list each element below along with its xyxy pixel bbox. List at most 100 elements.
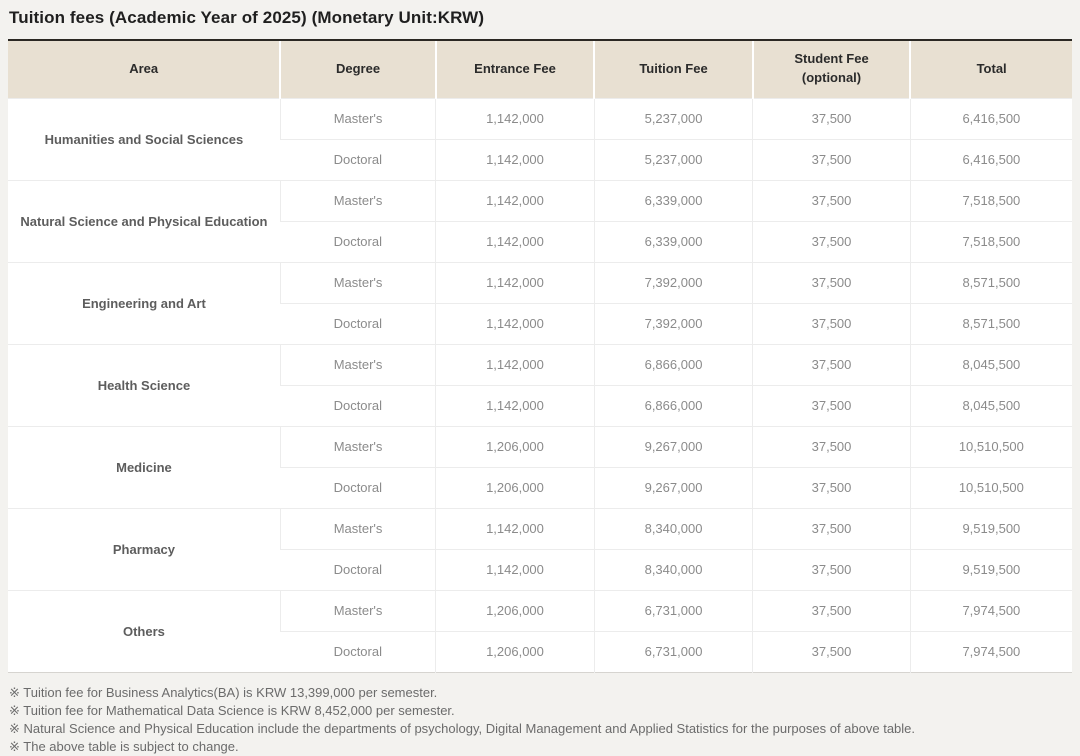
table-row: Doctoral 1,142,000 5,237,000 37,500 6,41… <box>8 138 1072 180</box>
degree-cell: Master's <box>279 97 436 139</box>
entrance-fee-cell: 1,142,000 <box>435 261 595 303</box>
area-cell: Medicine <box>8 425 281 508</box>
student-fee-cell: 37,500 <box>752 507 911 549</box>
table-row: Doctoral 1,142,000 7,392,000 37,500 8,57… <box>8 302 1072 344</box>
header-student-fee-line1: Student Fee <box>794 51 869 67</box>
footnotes: ※ Tuition fee for Business Analytics(BA)… <box>9 684 1072 756</box>
entrance-fee-cell: 1,142,000 <box>435 384 595 426</box>
tuition-fee-cell: 5,237,000 <box>593 97 753 139</box>
area-cell: Humanities and Social Sciences <box>8 97 281 180</box>
total-cell: 10,510,500 <box>909 466 1072 508</box>
student-fee-cell: 37,500 <box>752 630 911 672</box>
student-fee-cell: 37,500 <box>752 220 911 262</box>
tuition-fee-cell: 9,267,000 <box>593 425 753 467</box>
student-fee-cell: 37,500 <box>752 589 911 631</box>
entrance-fee-cell: 1,142,000 <box>435 179 595 221</box>
header-cell-tuition-fee: Tuition Fee <box>593 39 753 98</box>
entrance-fee-cell: 1,142,000 <box>435 97 595 139</box>
degree-cell: Master's <box>279 179 436 221</box>
table-row: Doctoral 1,142,000 6,339,000 37,500 7,51… <box>8 220 1072 262</box>
note-line: ※ Tuition fee for Mathematical Data Scie… <box>9 702 455 718</box>
table-row: Doctoral 1,142,000 6,866,000 37,500 8,04… <box>8 384 1072 426</box>
degree-cell: Master's <box>279 507 436 549</box>
total-cell: 7,974,500 <box>909 589 1072 631</box>
table-body: Humanities and Social Sciences Master's … <box>8 97 1072 672</box>
table-row: Doctoral 1,142,000 8,340,000 37,500 9,51… <box>8 548 1072 590</box>
header-cell-student-fee: Student Fee (optional) <box>751 39 911 98</box>
student-fee-cell: 37,500 <box>752 97 911 139</box>
table-row: Doctoral 1,206,000 9,267,000 37,500 10,5… <box>8 466 1072 508</box>
table-row: Doctoral 1,206,000 6,731,000 37,500 7,97… <box>8 630 1072 672</box>
student-fee-cell: 37,500 <box>752 466 911 508</box>
entrance-fee-cell: 1,206,000 <box>435 589 595 631</box>
total-cell: 8,045,500 <box>909 384 1072 426</box>
total-cell: 7,518,500 <box>909 179 1072 221</box>
note-line: ※ The above table is subject to change. <box>9 738 239 754</box>
entrance-fee-cell: 1,142,000 <box>435 220 595 262</box>
entrance-fee-cell: 1,206,000 <box>435 425 595 467</box>
table-header: Area Degree Entrance Fee Tuition Fee Stu… <box>8 39 1072 98</box>
entrance-fee-cell: 1,206,000 <box>435 466 595 508</box>
student-fee-cell: 37,500 <box>752 425 911 467</box>
table-row: Engineering and Art Master's 1,142,000 7… <box>8 261 1072 344</box>
tuition-fee-cell: 6,866,000 <box>593 343 753 385</box>
area-cell: Engineering and Art <box>8 261 281 344</box>
total-cell: 6,416,500 <box>909 97 1072 139</box>
degree-cell: Doctoral <box>280 630 436 672</box>
tuition-fee-cell: 8,340,000 <box>593 548 753 590</box>
total-cell: 9,519,500 <box>909 548 1072 590</box>
note-line: ※ Natural Science and Physical Education… <box>9 720 916 736</box>
total-cell: 8,045,500 <box>909 343 1072 385</box>
entrance-fee-cell: 1,142,000 <box>435 507 595 549</box>
tuition-fee-cell: 6,731,000 <box>593 589 753 631</box>
degree-cell: Doctoral <box>280 302 436 344</box>
degree-cell: Doctoral <box>280 548 436 590</box>
header-cell-area: Area <box>8 39 281 98</box>
total-cell: 6,416,500 <box>909 138 1072 180</box>
tuition-fee-cell: 9,267,000 <box>593 466 753 508</box>
tuition-fee-cell: 6,866,000 <box>593 384 753 426</box>
table-row: Health Science Master's 1,142,000 6,866,… <box>8 343 1072 426</box>
total-cell: 8,571,500 <box>909 261 1072 303</box>
page-title: Tuition fees (Academic Year of 2025) (Mo… <box>9 8 485 27</box>
table-row: Natural Science and Physical Education M… <box>8 179 1072 262</box>
tuition-fee-cell: 6,731,000 <box>593 630 753 672</box>
total-cell: 9,519,500 <box>909 507 1072 549</box>
area-cell: Health Science <box>8 343 281 426</box>
student-fee-cell: 37,500 <box>752 343 911 385</box>
area-cell: Pharmacy <box>8 507 281 590</box>
entrance-fee-cell: 1,206,000 <box>435 630 595 672</box>
tuition-fee-cell: 8,340,000 <box>593 507 753 549</box>
tuition-fee-cell: 5,237,000 <box>593 138 753 180</box>
header-cell-entrance-fee: Entrance Fee <box>434 39 595 98</box>
student-fee-cell: 37,500 <box>752 302 911 344</box>
student-fee-cell: 37,500 <box>752 548 911 590</box>
total-cell: 10,510,500 <box>909 425 1072 467</box>
degree-cell: Doctoral <box>280 220 436 262</box>
entrance-fee-cell: 1,142,000 <box>435 548 595 590</box>
degree-cell: Master's <box>279 589 436 631</box>
note-line: ※ Tuition fee for Business Analytics(BA)… <box>9 684 438 700</box>
degree-cell: Doctoral <box>280 466 436 508</box>
student-fee-cell: 37,500 <box>752 179 911 221</box>
tuition-fee-cell: 6,339,000 <box>593 220 753 262</box>
table-row: Humanities and Social Sciences Master's … <box>8 97 1072 180</box>
degree-cell: Master's <box>279 261 436 303</box>
header-cell-degree: Degree <box>279 39 436 98</box>
tuition-fee-cell: 7,392,000 <box>593 302 753 344</box>
tuition-fees-table: Area Degree Entrance Fee Tuition Fee Stu… <box>8 39 1072 673</box>
header-student-fee-line2: (optional) <box>801 70 862 86</box>
degree-cell: Doctoral <box>280 138 436 180</box>
tuition-fee-cell: 6,339,000 <box>593 179 753 221</box>
degree-cell: Doctoral <box>280 384 436 426</box>
header-cell-total: Total <box>909 39 1072 98</box>
entrance-fee-cell: 1,142,000 <box>435 302 595 344</box>
total-cell: 8,571,500 <box>909 302 1072 344</box>
entrance-fee-cell: 1,142,000 <box>435 138 595 180</box>
area-cell: Natural Science and Physical Education <box>8 179 281 262</box>
entrance-fee-cell: 1,142,000 <box>435 343 595 385</box>
student-fee-cell: 37,500 <box>752 384 911 426</box>
degree-cell: Master's <box>279 425 436 467</box>
total-cell: 7,974,500 <box>909 630 1072 672</box>
